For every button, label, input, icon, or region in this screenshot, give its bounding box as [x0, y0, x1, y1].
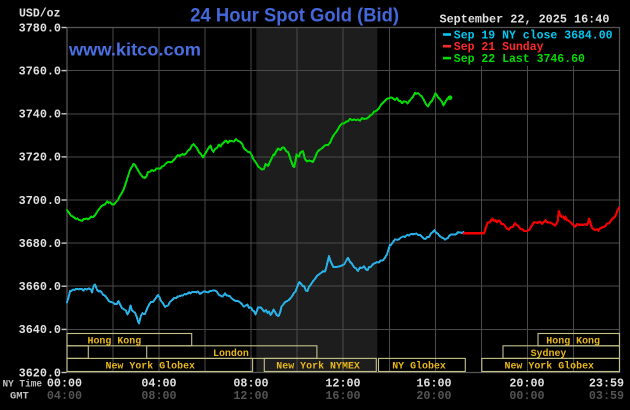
svg-text:3740.0: 3740.0: [19, 109, 61, 122]
svg-text:23:59: 23:59: [589, 377, 624, 391]
svg-text:London: London: [213, 348, 249, 360]
svg-text:16:00: 16:00: [325, 389, 360, 403]
svg-text:3720.0: 3720.0: [19, 152, 61, 165]
svg-text:20:00: 20:00: [416, 389, 451, 403]
svg-text:3680.0: 3680.0: [19, 238, 61, 251]
svg-text:Sydney: Sydney: [531, 348, 567, 360]
svg-text:16:00: 16:00: [416, 377, 451, 391]
svg-text:Sep 19 NY close 3684.00: Sep 19 NY close 3684.00: [454, 29, 613, 42]
svg-text:3640.0: 3640.0: [19, 324, 61, 337]
svg-text:3760.0: 3760.0: [19, 65, 61, 78]
svg-text:New York Globex: New York Globex: [106, 361, 196, 373]
svg-text:3780.0: 3780.0: [19, 22, 61, 35]
svg-text:Hong Kong: Hong Kong: [546, 335, 600, 347]
svg-text:NY Globex: NY Globex: [392, 361, 446, 373]
svg-text:12:00: 12:00: [325, 377, 360, 391]
svg-text:08:00: 08:00: [141, 389, 176, 403]
svg-text:04:00: 04:00: [141, 377, 176, 391]
svg-text:USD/oz: USD/oz: [19, 8, 61, 21]
svg-text:Sep 21 Sunday: Sep 21 Sunday: [454, 41, 544, 54]
svg-text:12:00: 12:00: [233, 389, 268, 403]
svg-text:Hong Kong: Hong Kong: [88, 335, 142, 347]
svg-text:3700.0: 3700.0: [19, 195, 61, 208]
svg-text:New York NYMEX: New York NYMEX: [276, 361, 360, 373]
svg-text:08:00: 08:00: [233, 377, 268, 391]
svg-text:24 Hour Spot Gold (Bid): 24 Hour Spot Gold (Bid): [190, 5, 399, 27]
svg-text:NY Time: NY Time: [3, 378, 43, 390]
svg-text:New York Globex: New York Globex: [505, 361, 595, 373]
svg-text:3660.0: 3660.0: [19, 281, 61, 294]
svg-text:20:00: 20:00: [509, 377, 544, 391]
svg-text:04:00: 04:00: [47, 389, 82, 403]
svg-text:03:59: 03:59: [589, 389, 624, 403]
svg-text:Sep 22 Last 3746.60: Sep 22 Last 3746.60: [454, 53, 585, 66]
svg-text:September 22, 2025 16:40: September 22, 2025 16:40: [440, 12, 610, 26]
svg-text:GMT: GMT: [10, 392, 29, 403]
svg-text:00:00: 00:00: [509, 389, 544, 403]
svg-text:3620.0: 3620.0: [19, 367, 61, 380]
svg-text:00:00: 00:00: [47, 377, 82, 391]
svg-text:www.kitco.com: www.kitco.com: [68, 40, 201, 60]
